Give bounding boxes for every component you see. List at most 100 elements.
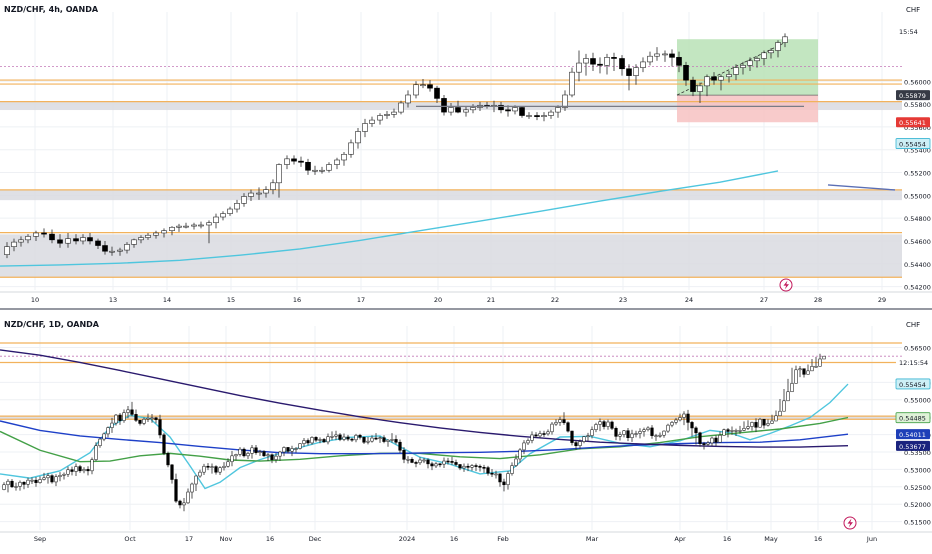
- candle-body: [654, 435, 658, 437]
- x-tick-label: 16: [266, 535, 274, 543]
- candle-body: [682, 413, 686, 418]
- candle-body: [202, 465, 206, 473]
- candle-body: [319, 169, 325, 172]
- y-tick-label: 0.55600: [904, 124, 931, 132]
- alert-icon[interactable]: [779, 278, 793, 292]
- candle-body: [718, 76, 724, 81]
- candle-body: [246, 453, 250, 457]
- candle-body: [733, 67, 739, 75]
- candle-body: [454, 462, 458, 465]
- candle-body: [570, 430, 574, 443]
- candle-body: [213, 216, 219, 224]
- candle-body: [305, 161, 311, 171]
- candle-body: [658, 434, 662, 437]
- candle-body: [194, 475, 198, 485]
- x-tick-label: Nov: [220, 535, 233, 543]
- time-axis-1d[interactable]: Sep Oct 17 Nov 16 Dec 2024 16 Feb Mar Apr 16 May 16 Ju…: [34, 535, 877, 543]
- candle-body: [514, 458, 518, 466]
- x-tick-label: Mar: [586, 535, 599, 543]
- candle-body: [478, 465, 482, 468]
- candle-body: [25, 236, 31, 241]
- candle-body: [633, 67, 639, 76]
- candle-body: [162, 434, 166, 454]
- position-tool[interactable]: [676, 39, 818, 123]
- candle-body: [11, 241, 17, 247]
- candle-body: [766, 423, 770, 426]
- candle-body: [538, 433, 542, 437]
- x-tick-label: 20: [434, 296, 442, 304]
- candle-body: [110, 422, 114, 428]
- candle-body: [74, 466, 78, 472]
- candle-body: [662, 430, 666, 436]
- candle-body: [82, 469, 86, 472]
- alert-icon[interactable]: [843, 516, 857, 530]
- candle-body: [391, 111, 397, 115]
- candle-body: [582, 436, 586, 442]
- candle-body: [534, 115, 540, 117]
- y-tick-label: 0.55800: [904, 101, 931, 109]
- candle-body: [574, 442, 578, 447]
- candle-body: [802, 368, 806, 375]
- candle-body: [790, 383, 794, 393]
- x-tick-label: 13: [109, 296, 117, 304]
- candle-body: [326, 164, 332, 171]
- price-badge-label: 0.54011: [899, 431, 926, 439]
- candle-body: [65, 238, 71, 244]
- candle-body: [634, 433, 638, 435]
- candle-body: [422, 459, 426, 462]
- price-axis-4h[interactable]: 0.56000 0.55800 0.55600 0.55400 0.55200 0.550…: [904, 78, 931, 291]
- candle-body: [614, 427, 618, 437]
- price-badge-label: 0.55454: [899, 141, 926, 149]
- candle-body: [358, 434, 362, 438]
- candle-body: [714, 437, 718, 443]
- candle-body: [666, 424, 670, 432]
- price-badge-label: 12:15:54: [899, 359, 928, 367]
- candle-body: [250, 447, 254, 454]
- candle-body: [786, 391, 790, 402]
- candle-body: [46, 475, 50, 479]
- candle-body: [158, 419, 162, 436]
- candle-body: [602, 421, 606, 427]
- candle-body: [183, 225, 189, 228]
- candle-body: [334, 434, 338, 437]
- candle-body: [290, 448, 294, 452]
- candle-body: [690, 422, 694, 429]
- pane-1d[interactable]: NZD/CHF, 1D, OANDA CHF 0.565000.555000.5…: [0, 0, 931, 543]
- candle-body: [57, 239, 63, 244]
- candle-body: [346, 436, 350, 440]
- time-axis-4h[interactable]: 10 13 14 15 16 17 20 21 22 23 24 27 28 29: [31, 296, 886, 304]
- candle-body: [576, 62, 582, 73]
- candle-body: [234, 454, 238, 457]
- price-badge: 0.53677: [896, 440, 930, 451]
- candle-body: [694, 427, 698, 434]
- candle-body: [206, 465, 210, 468]
- candle-body: [102, 433, 106, 440]
- candle-body: [161, 230, 167, 234]
- candle-body: [256, 192, 262, 195]
- candle-body: [402, 449, 406, 460]
- candle-body: [413, 84, 419, 96]
- candle-body: [782, 400, 786, 412]
- x-tick-label: Dec: [309, 535, 322, 543]
- candle-body: [266, 454, 270, 457]
- candle-body: [726, 74, 732, 78]
- x-tick-label: Oct: [124, 535, 136, 543]
- candle-body: [550, 423, 554, 433]
- candle-body: [610, 421, 614, 429]
- candles-4h: [4, 33, 788, 259]
- candle-body: [270, 454, 274, 460]
- sr-zone: [0, 189, 902, 201]
- candle-body: [822, 355, 826, 360]
- candle-body: [122, 412, 126, 421]
- candle-body: [405, 94, 411, 104]
- x-tick-label: 23: [619, 296, 627, 304]
- candle-body: [370, 437, 374, 442]
- candle-body: [14, 486, 18, 488]
- candle-body: [294, 448, 298, 450]
- y-tick-label: 0.55000: [904, 192, 931, 200]
- pane-4h[interactable]: NZD/CHF, 4h, OANDA CHF 0.560000.558000.5…: [0, 5, 931, 304]
- stop-zone[interactable]: [677, 95, 818, 123]
- price-badge: 12:15:54: [896, 356, 930, 367]
